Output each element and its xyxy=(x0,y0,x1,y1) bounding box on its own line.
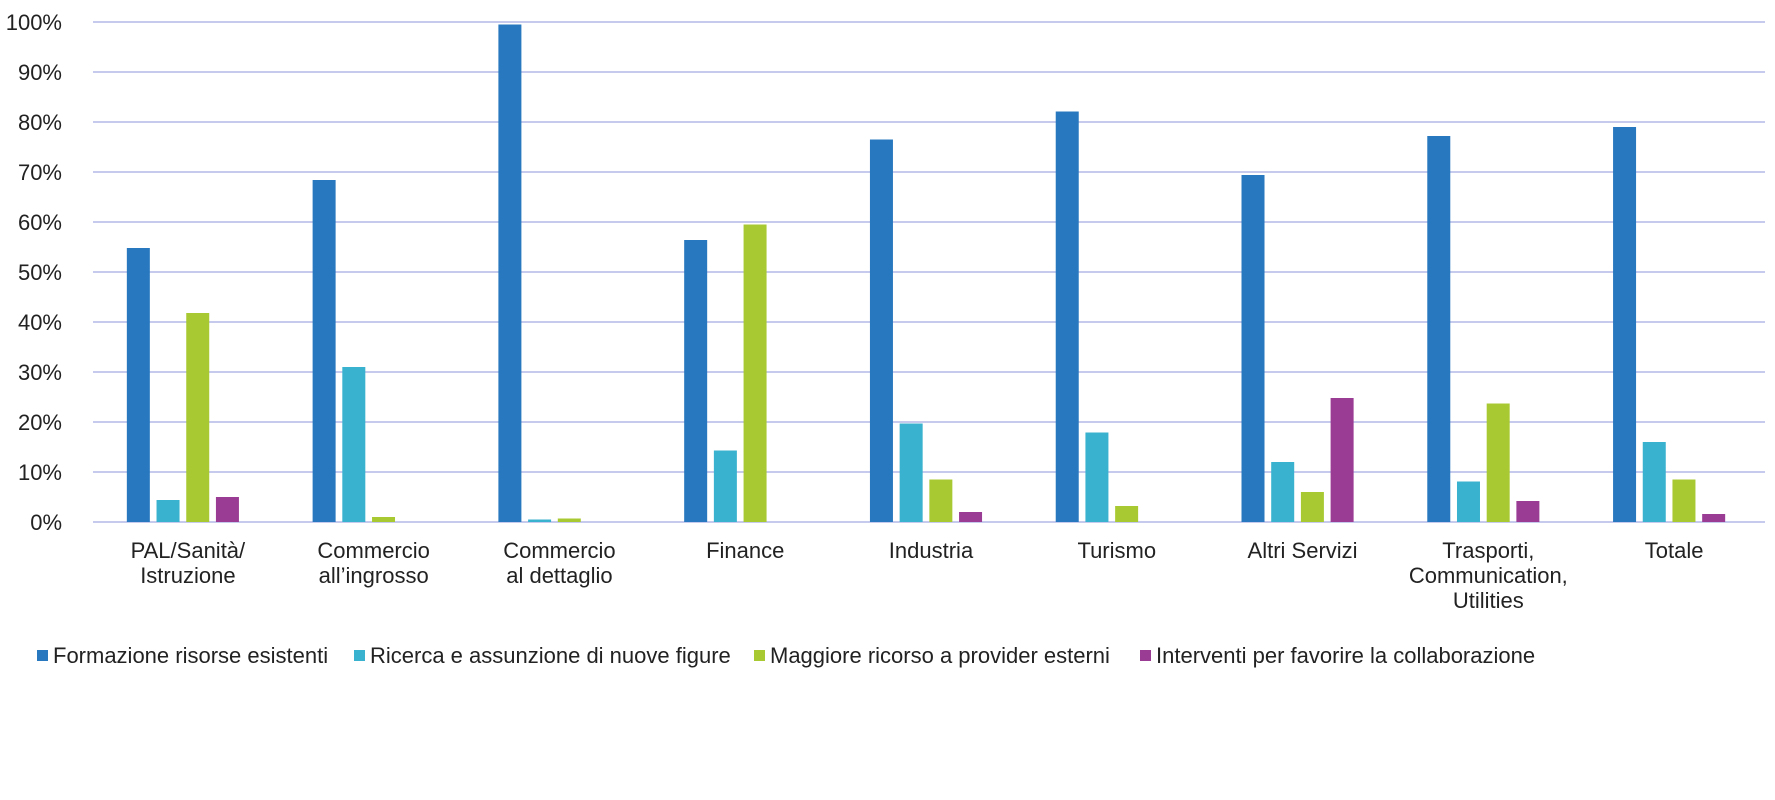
y-tick-label: 90% xyxy=(18,60,62,85)
y-tick-label: 30% xyxy=(18,360,62,385)
bar xyxy=(1486,403,1510,522)
x-tick-label: Totale xyxy=(1645,538,1704,563)
x-tick-label: Trasporti, xyxy=(1442,538,1534,563)
x-tick-label: al dettaglio xyxy=(506,563,612,588)
bar xyxy=(959,512,983,522)
x-tick-label: Commercio xyxy=(503,538,615,563)
legend-swatch xyxy=(354,650,365,661)
y-tick-label: 70% xyxy=(18,160,62,185)
x-tick-label: all’ingrosso xyxy=(319,563,429,588)
y-tick-label: 50% xyxy=(18,260,62,285)
bar xyxy=(743,224,767,522)
bar xyxy=(1516,501,1540,522)
bar xyxy=(1330,398,1354,522)
bar xyxy=(498,24,522,522)
x-tick-label: Commercio xyxy=(317,538,429,563)
legend-label: Interventi per favorire la collaborazion… xyxy=(1156,643,1535,668)
bar xyxy=(1271,462,1295,522)
y-tick-label: 10% xyxy=(18,460,62,485)
y-tick-label: 20% xyxy=(18,410,62,435)
bar xyxy=(1672,479,1696,522)
bar xyxy=(1613,127,1637,522)
gridlines xyxy=(93,21,1765,523)
bar xyxy=(1702,514,1726,522)
bar xyxy=(1427,136,1451,522)
bar xyxy=(684,240,708,522)
x-tick-label: Finance xyxy=(706,538,784,563)
legend-swatch xyxy=(37,650,48,661)
bar xyxy=(869,139,893,522)
x-axis: PAL/Sanità/IstruzioneCommercioall’ingros… xyxy=(131,538,1704,613)
bar xyxy=(528,519,552,522)
y-tick-label: 100% xyxy=(6,10,62,35)
bar xyxy=(186,313,210,522)
y-tick-label: 40% xyxy=(18,310,62,335)
x-tick-label: PAL/Sanità/ xyxy=(131,538,246,563)
x-tick-label: Altri Servizi xyxy=(1248,538,1358,563)
bar xyxy=(557,518,581,522)
bar xyxy=(1055,111,1079,522)
x-tick-label: Industria xyxy=(889,538,974,563)
x-tick-label: Utilities xyxy=(1453,588,1524,613)
bar xyxy=(1456,481,1480,522)
bars xyxy=(126,24,1726,522)
x-tick-label: Istruzione xyxy=(140,563,235,588)
x-tick-label: Turismo xyxy=(1077,538,1156,563)
bar xyxy=(929,479,953,522)
legend-swatch xyxy=(754,650,765,661)
x-tick-label: Communication, xyxy=(1409,563,1568,588)
bar xyxy=(1642,442,1666,522)
bar xyxy=(899,423,923,522)
y-axis: 0% 10% 20% 30% 40% 50% 60% 70% 80% 90% 100% xyxy=(6,10,62,535)
legend-swatch xyxy=(1140,650,1151,661)
bar xyxy=(312,180,336,522)
bar xyxy=(372,517,396,522)
legend-label: Maggiore ricorso a provider esterni xyxy=(770,643,1110,668)
legend: Formazione risorse esistenti Ricerca e as… xyxy=(37,643,1535,668)
legend-label: Formazione risorse esistenti xyxy=(53,643,328,668)
bar xyxy=(156,500,180,522)
bar xyxy=(1241,175,1265,522)
bar xyxy=(215,497,239,522)
bar xyxy=(713,450,737,522)
bar xyxy=(1300,492,1324,522)
y-tick-label: 0% xyxy=(30,510,62,535)
y-tick-label: 80% xyxy=(18,110,62,135)
bar xyxy=(1085,432,1109,522)
y-tick-label: 60% xyxy=(18,210,62,235)
bar xyxy=(126,248,150,522)
bar xyxy=(342,367,366,522)
legend-label: Ricerca e assunzione di nuove figure xyxy=(370,643,731,668)
bar xyxy=(1115,506,1139,522)
